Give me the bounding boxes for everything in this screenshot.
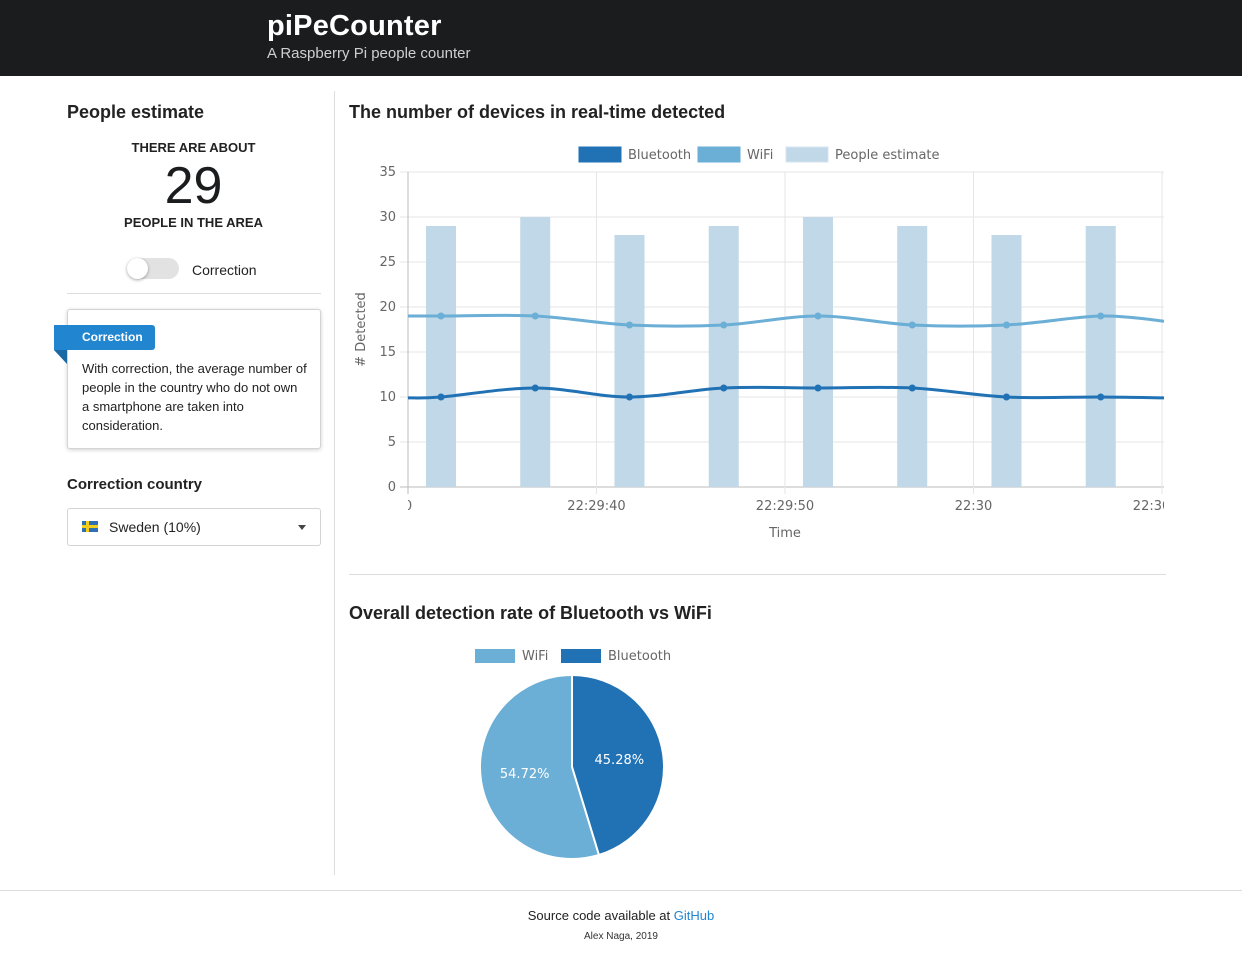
country-selected-value: Sweden (10%): [109, 519, 201, 535]
app-title: piPeCounter: [267, 10, 442, 42]
correction-toggle[interactable]: [127, 258, 179, 279]
people-estimate-bar: [425, 226, 456, 487]
x-tick-label: 0: [404, 499, 412, 514]
wifi-data-point: [531, 312, 539, 320]
y-tick-label: 20: [379, 300, 396, 315]
bluetooth-data-point: [531, 384, 539, 392]
people-estimate-bar: [897, 226, 928, 487]
people-count: 29: [164, 157, 223, 215]
x-tick-label: 22:30: [955, 499, 992, 514]
y-tick-label: 15: [379, 345, 396, 360]
wifi-data-point: [720, 321, 728, 329]
chevron-down-icon: [298, 525, 306, 530]
pie-legend-label: Bluetooth: [608, 649, 671, 664]
legend-swatch: [578, 146, 622, 163]
wifi-data-point: [814, 312, 822, 320]
y-tick-label: 5: [388, 435, 396, 450]
footer-source-text: Source code available at: [527, 908, 671, 923]
footer-text: Source code available at GitHub: [0, 908, 1242, 923]
bluetooth-pie-slice: [571, 673, 665, 857]
pie-legend-swatch: [561, 649, 601, 663]
legend-label: People estimate: [835, 148, 940, 163]
correction-info-text: With correction, the average number of p…: [82, 361, 307, 433]
detection-rate-pie-chart: WiFi Bluetooth 45.28% 54.72%: [475, 649, 671, 860]
bluetooth-data-point: [437, 393, 445, 401]
pie-legend-label: WiFi: [522, 649, 548, 664]
correction-ribbon-label: Correction: [54, 325, 155, 350]
footer-credit: Alex Naga, 2019: [584, 931, 658, 942]
wifi-data-point: [625, 321, 633, 329]
wifi-data-point: [437, 312, 445, 320]
chart-divider: [349, 574, 1166, 575]
estimate-post-text: PEOPLE IN THE AREA: [124, 215, 263, 230]
y-tick-label: 10: [379, 390, 396, 405]
people-estimate-heading: People estimate: [67, 102, 205, 122]
y-tick-label: 0: [388, 480, 396, 495]
bluetooth-data-point: [625, 393, 633, 401]
legend-swatch: [785, 146, 829, 163]
wifi-data-point: [1002, 321, 1010, 329]
column-divider: [334, 91, 335, 875]
legend-swatch: [697, 146, 741, 163]
x-tick-label: 22:29:50: [756, 499, 814, 514]
wifi-percent-label: 54.72%: [500, 767, 550, 782]
people-estimate-bar: [614, 235, 645, 487]
x-tick-label: 22:30:10: [1133, 499, 1166, 514]
plot-area: [408, 217, 1164, 487]
y-tick-label: 35: [379, 165, 396, 180]
bluetooth-data-point: [1002, 393, 1010, 401]
y-tick-label: 25: [379, 255, 396, 270]
pie-chart-heading: Overall detection rate of Bluetooth vs W…: [349, 603, 712, 623]
wifi-data-point: [908, 321, 916, 329]
footer-divider: [0, 890, 1242, 891]
bluetooth-data-point: [1097, 393, 1105, 401]
bluetooth-data-point: [908, 384, 916, 392]
bluetooth-data-point: [720, 384, 728, 392]
wifi-series-line: [408, 313, 1164, 328]
legend-label: Bluetooth: [628, 148, 691, 163]
people-estimate-bar: [991, 235, 1022, 487]
wifi-data-point: [1097, 312, 1105, 320]
app-subtitle: A Raspberry Pi people counter: [267, 45, 471, 62]
bluetooth-series-line: [408, 385, 1164, 400]
sweden-flag-icon: [82, 521, 98, 532]
wifi-pie-slice: [479, 673, 601, 860]
people-estimate-bar: [802, 217, 833, 487]
sidebar-divider: [67, 293, 321, 294]
x-tick-label: 22:29:40: [567, 499, 625, 514]
legend-label: WiFi: [747, 148, 773, 163]
correction-country-heading: Correction country: [67, 476, 203, 493]
correction-toggle-label: Correction: [192, 262, 257, 278]
pie-legend-swatch: [475, 649, 515, 663]
ribbon-tail: [54, 350, 67, 364]
people-estimate-bar: [520, 217, 551, 487]
realtime-chart-heading: The number of devices in real-time detec…: [349, 102, 726, 122]
x-tick-labels: 0 22:29:40 22:29:50 22:30 22:30:10: [404, 499, 1166, 514]
github-link[interactable]: GitHub: [673, 908, 715, 923]
people-estimate-bar: [1085, 226, 1116, 487]
bluetooth-percent-label: 45.28%: [595, 753, 645, 768]
estimate-pre-text: THERE ARE ABOUT: [131, 140, 256, 155]
people-estimate-bar: [708, 226, 739, 487]
bluetooth-data-point: [814, 384, 822, 392]
y-tick-label: 30: [379, 210, 396, 225]
y-axis-title: # Detected: [354, 292, 369, 367]
realtime-chart: 0 5 10 15 20 25 30 35 0 22:29:40 22:29:50 22:30 22:3…: [354, 146, 1166, 541]
toggle-knob: [127, 258, 148, 279]
top-bar: piPeCounter A Raspberry Pi people counte…: [0, 0, 1242, 76]
correction-country-select[interactable]: Sweden (10%): [67, 508, 321, 546]
x-axis-title: Time: [768, 526, 801, 541]
